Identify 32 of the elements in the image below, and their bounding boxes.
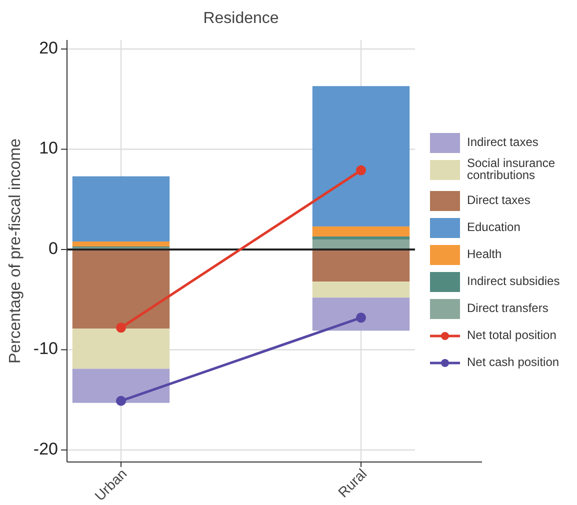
y-tick-label: 0 [48,238,58,258]
chart-title: Residence [203,10,279,27]
y-axis-title: Percentage of pre-fiscal income [7,138,24,364]
bar [72,241,170,246]
y-tick-label: -20 [33,439,58,458]
bar [72,328,170,369]
point [116,396,126,406]
legend-label: Indirect subsidies [467,274,560,288]
point [356,312,366,323]
bar [312,226,410,236]
bar [312,236,410,240]
legend-label: Education [467,220,520,234]
legend-label: Health [467,247,502,262]
legend-label: Social insurance contributions [467,156,556,182]
bar [312,239,410,250]
bar [312,298,410,331]
bar [312,86,410,226]
bar [312,282,410,298]
y-tick-label: 20 [39,38,58,58]
legend-label: Net cash position [467,355,560,370]
legend-label: Indirect taxes [467,135,538,150]
bar [72,368,170,403]
bar [312,249,410,282]
y-tick-label: 10 [39,138,58,158]
bar [72,176,170,242]
legend-label: Direct taxes [467,193,530,208]
y-tick-label: -10 [33,339,58,358]
legend-label: Direct transfers [467,301,548,316]
bar [72,249,170,329]
point [116,322,126,333]
point [356,165,366,176]
legend-label: Net total position [467,328,556,342]
